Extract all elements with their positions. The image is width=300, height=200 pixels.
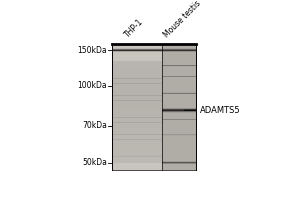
Bar bbox=[112, 109, 162, 111]
Bar bbox=[112, 160, 162, 162]
Bar bbox=[112, 107, 162, 109]
Text: THP-1: THP-1 bbox=[123, 17, 145, 39]
Bar bbox=[112, 78, 162, 80]
Bar bbox=[112, 131, 162, 133]
Bar bbox=[112, 97, 162, 99]
Bar bbox=[162, 108, 196, 109]
Bar bbox=[112, 121, 162, 123]
Bar bbox=[112, 95, 162, 97]
Text: Mouse testis: Mouse testis bbox=[163, 0, 203, 39]
Bar bbox=[112, 61, 162, 63]
Bar bbox=[112, 75, 162, 77]
Bar bbox=[112, 158, 162, 160]
Bar bbox=[112, 146, 162, 148]
Bar bbox=[112, 83, 162, 85]
Bar bbox=[162, 111, 196, 112]
Bar bbox=[112, 134, 162, 136]
Bar bbox=[112, 44, 162, 170]
Bar bbox=[112, 99, 162, 101]
Text: ADAMTS5: ADAMTS5 bbox=[200, 106, 241, 115]
Bar bbox=[112, 116, 162, 118]
Bar bbox=[112, 155, 162, 157]
Bar bbox=[112, 133, 162, 135]
Bar bbox=[162, 109, 196, 110]
Bar bbox=[112, 80, 162, 82]
Bar bbox=[112, 85, 162, 87]
Text: 70kDa: 70kDa bbox=[82, 121, 107, 130]
Bar bbox=[112, 67, 162, 68]
Bar bbox=[112, 114, 162, 116]
Bar bbox=[112, 150, 162, 151]
Bar bbox=[112, 70, 162, 72]
Bar bbox=[112, 128, 162, 129]
Bar bbox=[112, 151, 162, 153]
Bar bbox=[112, 138, 162, 140]
Bar bbox=[112, 106, 162, 107]
Bar bbox=[112, 63, 162, 65]
Bar bbox=[112, 72, 162, 73]
Bar bbox=[112, 124, 162, 126]
Bar bbox=[112, 87, 162, 89]
Bar bbox=[112, 65, 162, 67]
Bar bbox=[112, 104, 162, 106]
Bar bbox=[112, 145, 162, 146]
Bar bbox=[162, 44, 196, 170]
Bar bbox=[112, 162, 162, 163]
Bar bbox=[112, 129, 162, 131]
Bar bbox=[112, 100, 162, 102]
Bar bbox=[112, 112, 162, 114]
Bar bbox=[112, 111, 162, 112]
Bar bbox=[112, 68, 162, 70]
Bar bbox=[112, 136, 162, 138]
Bar bbox=[112, 122, 162, 124]
Bar bbox=[112, 153, 162, 155]
Bar bbox=[112, 126, 162, 128]
Bar bbox=[112, 119, 162, 121]
Text: 150kDa: 150kDa bbox=[78, 46, 107, 55]
Bar bbox=[162, 110, 196, 111]
Bar bbox=[112, 143, 162, 145]
Bar bbox=[112, 92, 162, 94]
Text: 100kDa: 100kDa bbox=[78, 81, 107, 90]
Bar bbox=[112, 90, 162, 92]
Bar bbox=[112, 82, 162, 84]
Bar bbox=[112, 141, 162, 143]
Bar bbox=[112, 73, 162, 75]
Bar bbox=[112, 94, 162, 96]
Text: 50kDa: 50kDa bbox=[82, 158, 107, 167]
Bar bbox=[112, 89, 162, 90]
Bar bbox=[112, 102, 162, 104]
Bar bbox=[112, 139, 162, 141]
Bar bbox=[112, 156, 162, 158]
Bar bbox=[112, 117, 162, 119]
Bar bbox=[162, 112, 196, 113]
Bar bbox=[112, 77, 162, 79]
Bar bbox=[112, 148, 162, 150]
